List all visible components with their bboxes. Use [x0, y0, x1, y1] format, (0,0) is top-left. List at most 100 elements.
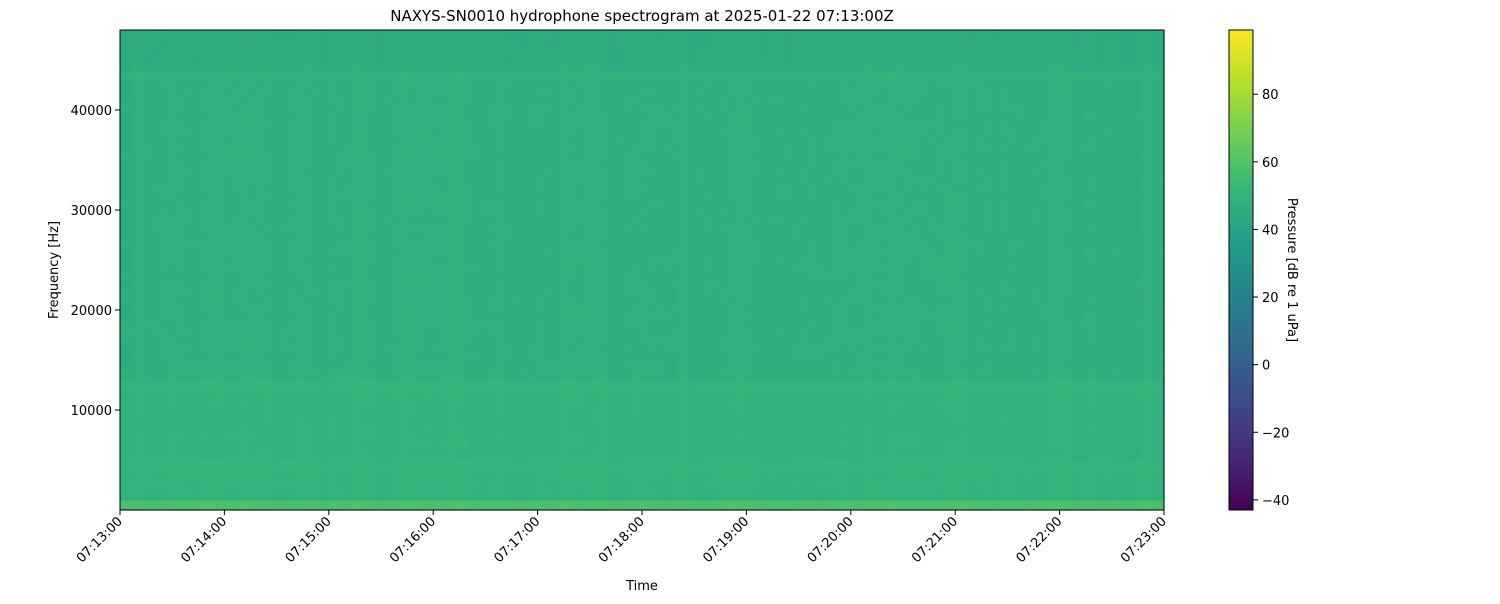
heatmap-cell	[688, 140, 701, 151]
heatmap-cell	[1024, 130, 1037, 141]
heatmap-cell	[120, 490, 133, 501]
heatmap-cell	[792, 340, 805, 351]
heatmap-cell	[966, 80, 979, 91]
heatmap-cell	[1129, 240, 1142, 251]
heatmap-cell	[201, 320, 214, 331]
heatmap-cell	[363, 240, 376, 251]
heatmap-cell	[827, 40, 840, 51]
heatmap-cell	[433, 190, 446, 201]
heatmap-cell	[630, 310, 643, 321]
heatmap-cell	[1059, 70, 1072, 81]
heatmap-cell	[1106, 140, 1119, 151]
heatmap-cell	[1001, 280, 1014, 291]
heatmap-cell	[526, 410, 539, 421]
heatmap-cell	[236, 390, 249, 401]
heatmap-cell	[270, 50, 283, 61]
heatmap-cell	[526, 250, 539, 261]
heatmap-cell	[595, 170, 608, 181]
heatmap-cell	[874, 210, 887, 221]
heatmap-cell	[700, 290, 713, 301]
heatmap-cell	[189, 480, 202, 491]
heatmap-cell	[781, 470, 794, 481]
heatmap-cell	[491, 140, 504, 151]
heatmap-cell	[1048, 100, 1061, 111]
heatmap-cell	[201, 110, 214, 121]
heatmap-cell	[491, 410, 504, 421]
heatmap-cell	[1082, 410, 1095, 421]
heatmap-cell	[433, 350, 446, 361]
heatmap-cell	[352, 100, 365, 111]
heatmap-cell	[758, 80, 771, 91]
heatmap-cell	[700, 170, 713, 181]
heatmap-cell	[1001, 330, 1014, 341]
heatmap-cell	[537, 300, 550, 311]
heatmap-cell	[1001, 50, 1014, 61]
heatmap-cell	[665, 80, 678, 91]
heatmap-cell	[363, 500, 376, 511]
heatmap-cell	[862, 190, 875, 201]
heatmap-cell	[920, 130, 933, 141]
heatmap-cell	[328, 500, 341, 511]
heatmap-cell	[549, 350, 562, 361]
heatmap-cell	[1013, 210, 1026, 221]
heatmap-cell	[1129, 290, 1142, 301]
heatmap-cell	[827, 70, 840, 81]
heatmap-cell	[1048, 480, 1061, 491]
heatmap-cell	[1059, 30, 1072, 41]
heatmap-cell	[1036, 370, 1049, 381]
heatmap-cell	[154, 370, 167, 381]
heatmap-cell	[723, 420, 736, 431]
heatmap-cell	[932, 240, 945, 251]
heatmap-cell	[468, 460, 481, 471]
heatmap-cell	[595, 490, 608, 501]
heatmap-cell	[294, 240, 307, 251]
heatmap-cell	[305, 390, 318, 401]
heatmap-cell	[398, 50, 411, 61]
heatmap-cell	[433, 220, 446, 231]
heatmap-cell	[560, 300, 573, 311]
heatmap-cell	[1036, 140, 1049, 151]
heatmap-cell	[595, 140, 608, 151]
heatmap-cell	[966, 30, 979, 41]
heatmap-cell	[444, 460, 457, 471]
heatmap-cell	[990, 460, 1003, 471]
heatmap-cell	[723, 240, 736, 251]
heatmap-cell	[665, 100, 678, 111]
heatmap-cell	[1024, 450, 1037, 461]
heatmap-cell	[1013, 430, 1026, 441]
heatmap-cell	[885, 190, 898, 201]
heatmap-cell	[700, 250, 713, 261]
heatmap-cell	[189, 500, 202, 511]
heatmap-cell	[236, 110, 249, 121]
heatmap-cell	[769, 90, 782, 101]
heatmap-cell	[804, 60, 817, 71]
heatmap-cell	[862, 330, 875, 341]
heatmap-cell	[572, 260, 585, 271]
heatmap-cell	[398, 220, 411, 231]
heatmap-cell	[584, 390, 597, 401]
heatmap-cell	[433, 320, 446, 331]
heatmap-cell	[746, 90, 759, 101]
heatmap-cell	[584, 480, 597, 491]
heatmap-cell	[352, 120, 365, 131]
heatmap-cell	[908, 480, 921, 491]
heatmap-cell	[328, 480, 341, 491]
heatmap-cell	[236, 340, 249, 351]
heatmap-cell	[120, 330, 133, 341]
heatmap-cell	[955, 370, 968, 381]
heatmap-cell	[874, 180, 887, 191]
heatmap-cell	[943, 330, 956, 341]
heatmap-cell	[943, 130, 956, 141]
heatmap-cell	[1036, 160, 1049, 171]
heatmap-cell	[1071, 70, 1084, 81]
heatmap-cell	[955, 110, 968, 121]
heatmap-cell	[375, 150, 388, 161]
heatmap-cell	[154, 360, 167, 371]
heatmap-cell	[920, 210, 933, 221]
heatmap-cell	[247, 30, 260, 41]
heatmap-cell	[363, 440, 376, 451]
heatmap-cell	[1152, 390, 1165, 401]
heatmap-cell	[1129, 200, 1142, 211]
heatmap-cell	[212, 230, 225, 241]
heatmap-cell	[398, 130, 411, 141]
